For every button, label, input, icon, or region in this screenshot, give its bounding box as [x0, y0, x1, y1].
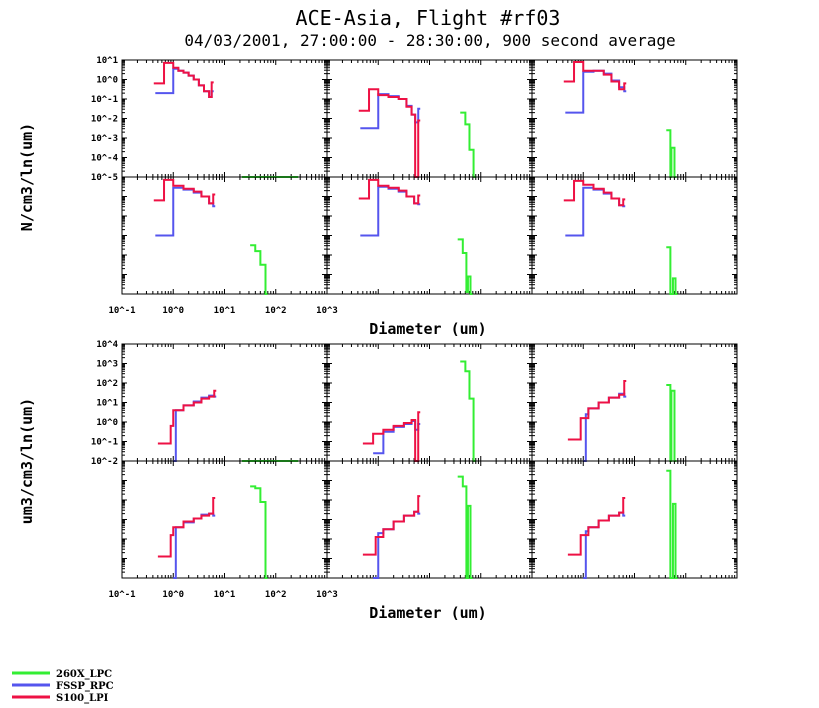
series-s100-lpi: [153, 61, 214, 99]
panel-frame: [531, 343, 738, 462]
x-axis-label: Diameter (um): [369, 320, 486, 338]
series-260x-lpc: [666, 469, 678, 579]
x-tick-label: 10^-1: [108, 590, 135, 600]
panel-number-5: [326, 176, 533, 295]
x-tick-label: 10^3: [316, 590, 338, 600]
y-axis-label: um3/cm3/ln(um): [18, 398, 36, 524]
series-s100-lpi: [567, 497, 626, 556]
series-fssp-rpc: [583, 511, 626, 579]
legend-item-s100-lpi: S100_LPI: [12, 693, 109, 704]
x-tick-label: 10^2: [265, 590, 287, 600]
panel-frame: [326, 59, 533, 178]
series-260x-lpc: [666, 246, 678, 295]
legend-label: FSSP_RPC: [56, 681, 114, 692]
y-tick-label: 10^-1: [91, 95, 118, 105]
y-tick-label: 10^2: [96, 379, 118, 389]
panel-volume-4: [121, 460, 328, 579]
x-tick-label: 10^1: [214, 590, 236, 600]
x-axis-label: Diameter (um): [369, 604, 486, 622]
x-tick-label: 10^2: [265, 306, 287, 316]
panel-frame: [121, 343, 328, 462]
panel-frame: [326, 343, 533, 462]
chart-title: ACE-Asia, Flight #rf03: [296, 6, 561, 30]
panel-frame: [121, 460, 328, 579]
x-tick-label: 10^0: [162, 306, 184, 316]
series-s100-lpi: [358, 88, 421, 178]
y-tick-label: 10^0: [96, 418, 118, 428]
y-tick-label: 10^0: [96, 76, 118, 86]
panel-frame: [531, 59, 738, 178]
series-260x-lpc: [460, 360, 476, 462]
legend-label: 260X_LPC: [56, 669, 112, 680]
series-fssp-rpc: [173, 512, 216, 579]
panel-volume-1: [121, 343, 328, 462]
panel-frame: [326, 176, 533, 295]
panel-frame: [326, 460, 533, 579]
series-s100-lpi: [153, 178, 216, 205]
y-tick-label: 10^-5: [91, 173, 118, 183]
y-tick-label: 10^-3: [91, 134, 118, 144]
plot-group-number: 10^1 10^0 10^-1 10^-2 10^-3 10^-4 10^-5 10^-1 10…: [18, 56, 738, 338]
y-tick-label: 10^-2: [91, 115, 118, 125]
legend-item-260x-lpc: 260X_LPC: [12, 669, 112, 680]
series-260x-lpc: [250, 485, 268, 579]
series-260x-lpc: [666, 383, 677, 462]
panel-frame: [121, 176, 328, 295]
x-tick-label: 10^0: [162, 590, 184, 600]
panel-number-4: [121, 176, 328, 295]
plot-group-volume: 10^4 10^3 10^2 10^1 10^0 10^-1 10^-2 10^-1 10^0 1…: [18, 340, 738, 622]
panel-volume-6: [531, 460, 738, 579]
series-260x-lpc: [457, 475, 473, 579]
series-260x-lpc: [250, 244, 268, 295]
panel-frame: [121, 59, 328, 178]
series-260x-lpc: [666, 129, 677, 178]
y-tick-label: 10^4: [96, 340, 118, 350]
series-s100-lpi: [362, 495, 421, 556]
y-axis-label: N/cm3/ln(um): [18, 123, 36, 231]
y-tick-label: 10^1: [96, 399, 118, 409]
series-fssp-rpc: [583, 392, 627, 462]
x-tick-label: 10^-1: [108, 306, 135, 316]
panel-number-1: [121, 59, 328, 178]
y-tick-label: 10^-1: [91, 438, 118, 448]
series-s100-lpi: [157, 497, 216, 558]
legend-item-fssp-rpc: FSSP_RPC: [12, 681, 114, 692]
series-s100-lpi: [157, 389, 217, 445]
x-tick-label: 10^1: [214, 306, 236, 316]
panel-volume-5: [326, 460, 533, 579]
series-s100-lpi: [358, 178, 421, 205]
y-tick-label: 10^-4: [91, 154, 119, 164]
series-s100-lpi: [563, 60, 627, 91]
chart-subtitle: 04/03/2001, 27:00:00 - 28:30:00, 900 sec…: [184, 31, 675, 50]
panel-number-3: [531, 59, 738, 178]
series-s100-lpi: [567, 380, 627, 441]
series-s100-lpi: [563, 179, 626, 207]
series-260x-lpc: [460, 111, 476, 178]
y-tick-label: 10^1: [96, 56, 118, 66]
y-tick-label: 10^3: [96, 360, 118, 370]
y-tick-label: 10^-2: [91, 457, 118, 467]
panel-frame: [531, 176, 738, 295]
panel-number-2: [326, 59, 533, 178]
plot-area: 10^110^010^-110^-210^-310^-410^-510^-1 10…: [18, 56, 738, 622]
series-s100-lpi: [362, 411, 421, 462]
x-tick-label: 10^3: [316, 306, 338, 316]
series-260x-lpc: [457, 238, 473, 295]
panel-frame: [531, 460, 738, 579]
legend-label: S100_LPI: [56, 693, 109, 704]
panel-volume-2: [326, 343, 533, 462]
panel-volume-3: [531, 343, 738, 462]
panel-number-6: [531, 176, 738, 295]
